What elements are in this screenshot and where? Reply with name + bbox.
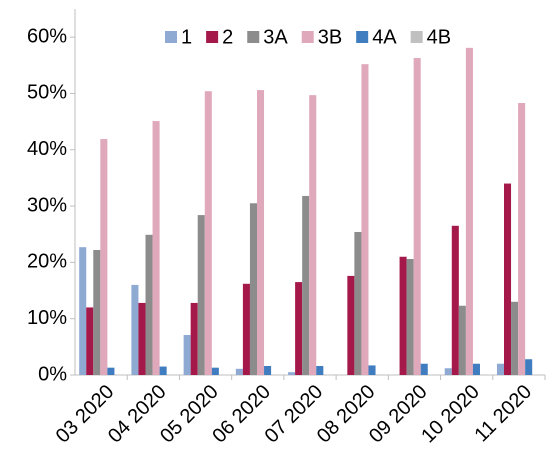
legend-swatch [301, 31, 314, 43]
y-tick-label: 50% [27, 82, 67, 104]
bar [511, 301, 519, 375]
legend-swatch [206, 31, 219, 43]
bar [93, 249, 101, 375]
bar [242, 283, 250, 375]
bar [197, 215, 205, 375]
bar [406, 259, 414, 375]
bar [107, 367, 115, 375]
bar [204, 91, 212, 375]
bar [295, 282, 303, 375]
bar [316, 365, 324, 375]
bar [159, 366, 167, 375]
y-tick-label: 0% [38, 363, 67, 385]
legend-label: 3B [318, 26, 342, 48]
bar [347, 275, 355, 375]
y-tick-label: 30% [27, 194, 67, 216]
legend-label: 4B [427, 26, 451, 48]
bar [145, 234, 153, 375]
bar [79, 247, 87, 375]
bar [309, 95, 317, 376]
legend-label: 1 [181, 26, 192, 48]
bar [302, 195, 310, 375]
bar [131, 284, 139, 375]
bar [518, 103, 526, 375]
bar [504, 183, 512, 375]
bar [413, 57, 421, 375]
bar [354, 231, 362, 375]
legend-swatch [165, 31, 177, 43]
bar [100, 139, 108, 375]
bar [496, 363, 505, 375]
bar [235, 368, 243, 375]
bar [288, 372, 296, 375]
bar [190, 302, 198, 375]
x-tick-label: 11 2020 [471, 381, 537, 447]
bar [420, 363, 428, 375]
bar [183, 335, 191, 375]
legend-swatch [247, 31, 260, 43]
legend-label: 2 [222, 26, 233, 48]
y-tick-label: 40% [27, 138, 67, 160]
y-tick-label: 60% [27, 25, 67, 47]
bar [211, 367, 219, 375]
legend-label: 4A [372, 26, 397, 48]
bar [458, 305, 466, 375]
bar [399, 256, 407, 375]
bar [152, 121, 160, 375]
x-tick-label: 10 2020 [417, 381, 484, 448]
bar [264, 365, 272, 375]
bar [361, 64, 369, 375]
bar [138, 302, 146, 375]
y-tick-label: 10% [27, 307, 67, 329]
bar [465, 47, 473, 376]
bar [368, 365, 376, 375]
bar [86, 307, 94, 375]
legend-swatch [410, 31, 423, 43]
y-tick-label: 20% [27, 251, 67, 273]
bar [249, 203, 257, 375]
bar [256, 90, 265, 376]
legend-label: 3A [263, 26, 288, 48]
bar [472, 363, 480, 375]
bar [451, 225, 459, 375]
legend-swatch [356, 31, 369, 43]
bar [525, 359, 533, 375]
bar [444, 368, 452, 375]
